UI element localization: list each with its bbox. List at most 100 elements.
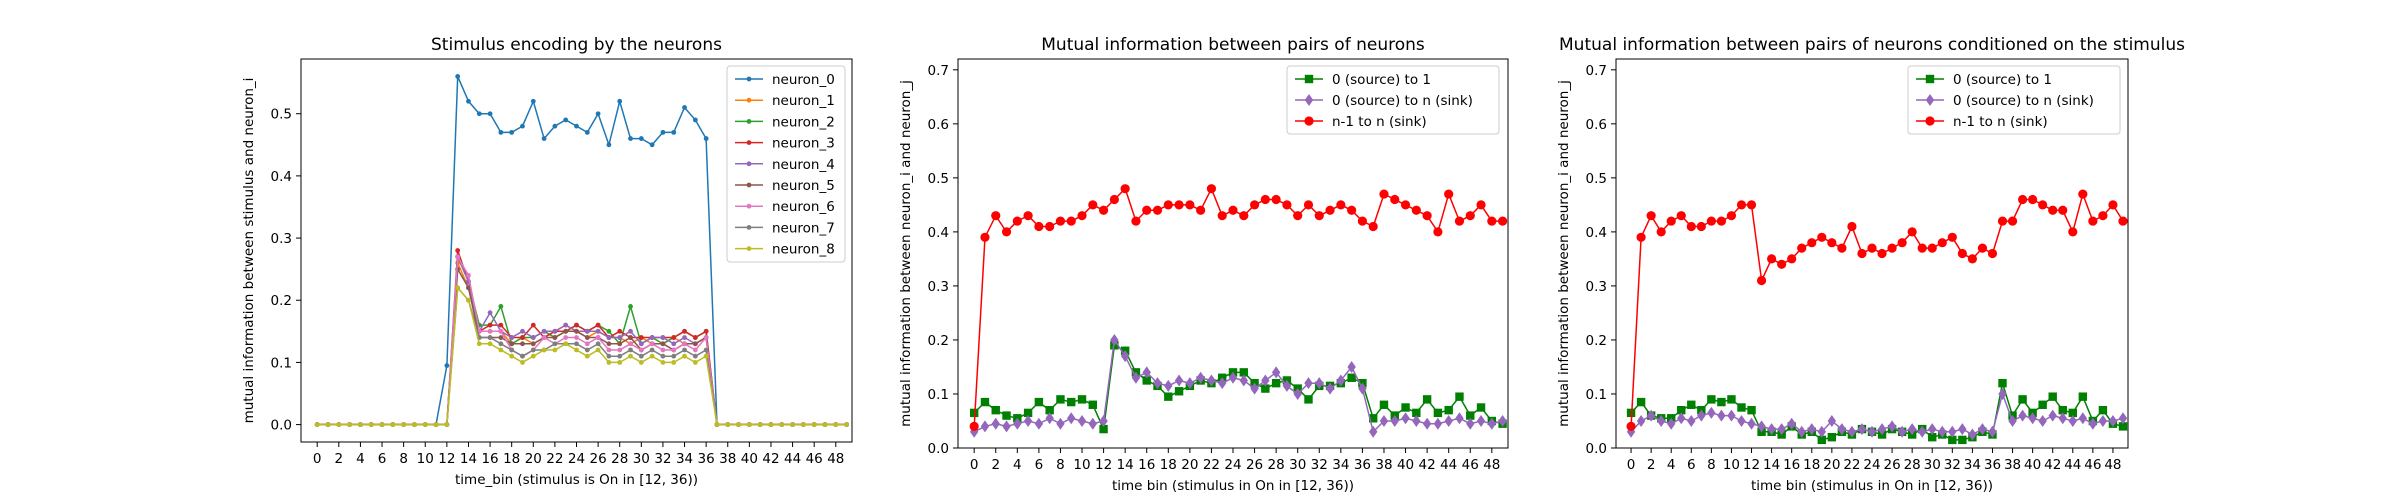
data-point xyxy=(1897,238,1907,248)
data-point xyxy=(433,422,439,427)
data-point xyxy=(368,422,374,427)
x-tick-label: 14 xyxy=(1763,457,1780,473)
x-tick-label: 26 xyxy=(1246,457,1263,473)
x-tick-label: 6 xyxy=(378,451,387,467)
x-tick-label: 48 xyxy=(827,451,844,467)
y-tick-label: 0.3 xyxy=(1586,279,1607,295)
data-point xyxy=(649,335,655,340)
x-tick-label: 38 xyxy=(719,451,736,467)
data-point xyxy=(1687,414,1696,427)
data-point xyxy=(1271,366,1281,379)
data-point xyxy=(2028,194,2038,205)
data-point xyxy=(703,353,709,359)
data-point xyxy=(638,353,644,359)
data-point xyxy=(455,254,461,260)
data-point xyxy=(379,422,385,427)
legend: neuron_0 neuron_1 neuron_2 neuron_3 neuron_4… xyxy=(726,65,846,263)
data-point xyxy=(595,111,601,117)
data-point xyxy=(1807,423,1816,436)
data-point xyxy=(1686,221,1696,232)
data-point xyxy=(617,353,623,359)
data-point xyxy=(466,297,471,303)
data-point xyxy=(1696,221,1706,232)
data-point xyxy=(660,353,666,359)
legend-marker xyxy=(746,225,752,230)
legend-label: n-1 to n (sink) xyxy=(1332,114,1427,130)
data-point xyxy=(595,322,601,328)
data-point xyxy=(1303,200,1314,210)
data-point xyxy=(1174,387,1184,396)
chart-panel-3: Mutual information between pairs of neur… xyxy=(1556,35,2185,494)
x-tick-label: 28 xyxy=(1904,457,1921,473)
data-point xyxy=(541,347,547,353)
data-point xyxy=(1077,211,1087,221)
data-point xyxy=(980,420,990,433)
data-point xyxy=(1401,403,1410,412)
data-point xyxy=(1164,392,1173,401)
legend-label: neuron_1 xyxy=(772,93,835,109)
data-point xyxy=(530,322,536,328)
legend-box xyxy=(1286,65,1500,135)
data-point xyxy=(1817,435,1827,445)
data-point xyxy=(1466,417,1475,430)
data-point xyxy=(2048,205,2058,215)
data-point xyxy=(487,310,493,316)
data-point xyxy=(1347,205,1357,215)
data-point xyxy=(606,353,612,359)
x-tick-label: 20 xyxy=(1823,457,1840,473)
data-point xyxy=(822,422,828,427)
x-tick-label: 42 xyxy=(762,451,779,467)
data-point xyxy=(617,360,623,365)
x-tick-label: 46 xyxy=(2084,457,2101,473)
data-point xyxy=(1646,409,1656,422)
legend-box xyxy=(726,65,846,263)
data-point xyxy=(671,129,677,135)
data-point xyxy=(541,328,547,334)
legend-item: n-1 to n (sink) xyxy=(1916,114,2048,130)
data-point xyxy=(1626,408,1636,418)
data-point xyxy=(1444,405,1453,415)
data-point xyxy=(833,422,839,427)
data-point xyxy=(1088,417,1098,430)
data-point xyxy=(682,328,687,334)
data-point xyxy=(692,360,698,365)
y-tick-label: 0.4 xyxy=(1586,225,1607,241)
x-tick-label: 30 xyxy=(633,451,650,467)
legend-item: 0 (source) to 1 xyxy=(1916,72,2052,88)
series-2 xyxy=(314,260,849,427)
x-tick-label: 46 xyxy=(1462,457,1479,473)
data-point xyxy=(1887,243,1897,253)
data-point xyxy=(1196,371,1205,384)
y-tick-label: 0.2 xyxy=(928,333,949,349)
data-point xyxy=(1379,189,1389,199)
data-point xyxy=(2048,392,2057,401)
data-point xyxy=(2068,408,2077,418)
legend-item: neuron_0 xyxy=(735,72,835,88)
data-point xyxy=(649,353,655,359)
data-point xyxy=(2058,412,2067,425)
y-tick-label: 0.6 xyxy=(928,117,949,133)
data-point xyxy=(1347,373,1356,382)
data-point xyxy=(1206,184,1217,194)
data-point xyxy=(682,341,687,347)
series-line xyxy=(317,285,847,426)
data-point xyxy=(638,335,644,340)
data-point xyxy=(844,422,849,427)
data-point xyxy=(1958,435,1967,445)
data-point xyxy=(574,335,579,340)
data-point xyxy=(487,111,493,117)
data-point xyxy=(1487,216,1497,226)
data-point xyxy=(1444,414,1453,427)
data-point xyxy=(628,341,633,347)
data-point xyxy=(1957,248,1967,259)
data-point xyxy=(1726,211,1737,221)
data-point xyxy=(1153,377,1162,390)
data-point xyxy=(1717,397,1726,407)
data-point xyxy=(1687,400,1696,409)
data-point xyxy=(476,341,482,347)
data-point xyxy=(1857,423,1867,436)
legend-label: neuron_6 xyxy=(772,199,835,215)
x-tick-label: 18 xyxy=(1160,457,1177,473)
data-point xyxy=(1697,409,1706,422)
legend-label: neuron_0 xyxy=(772,72,835,88)
